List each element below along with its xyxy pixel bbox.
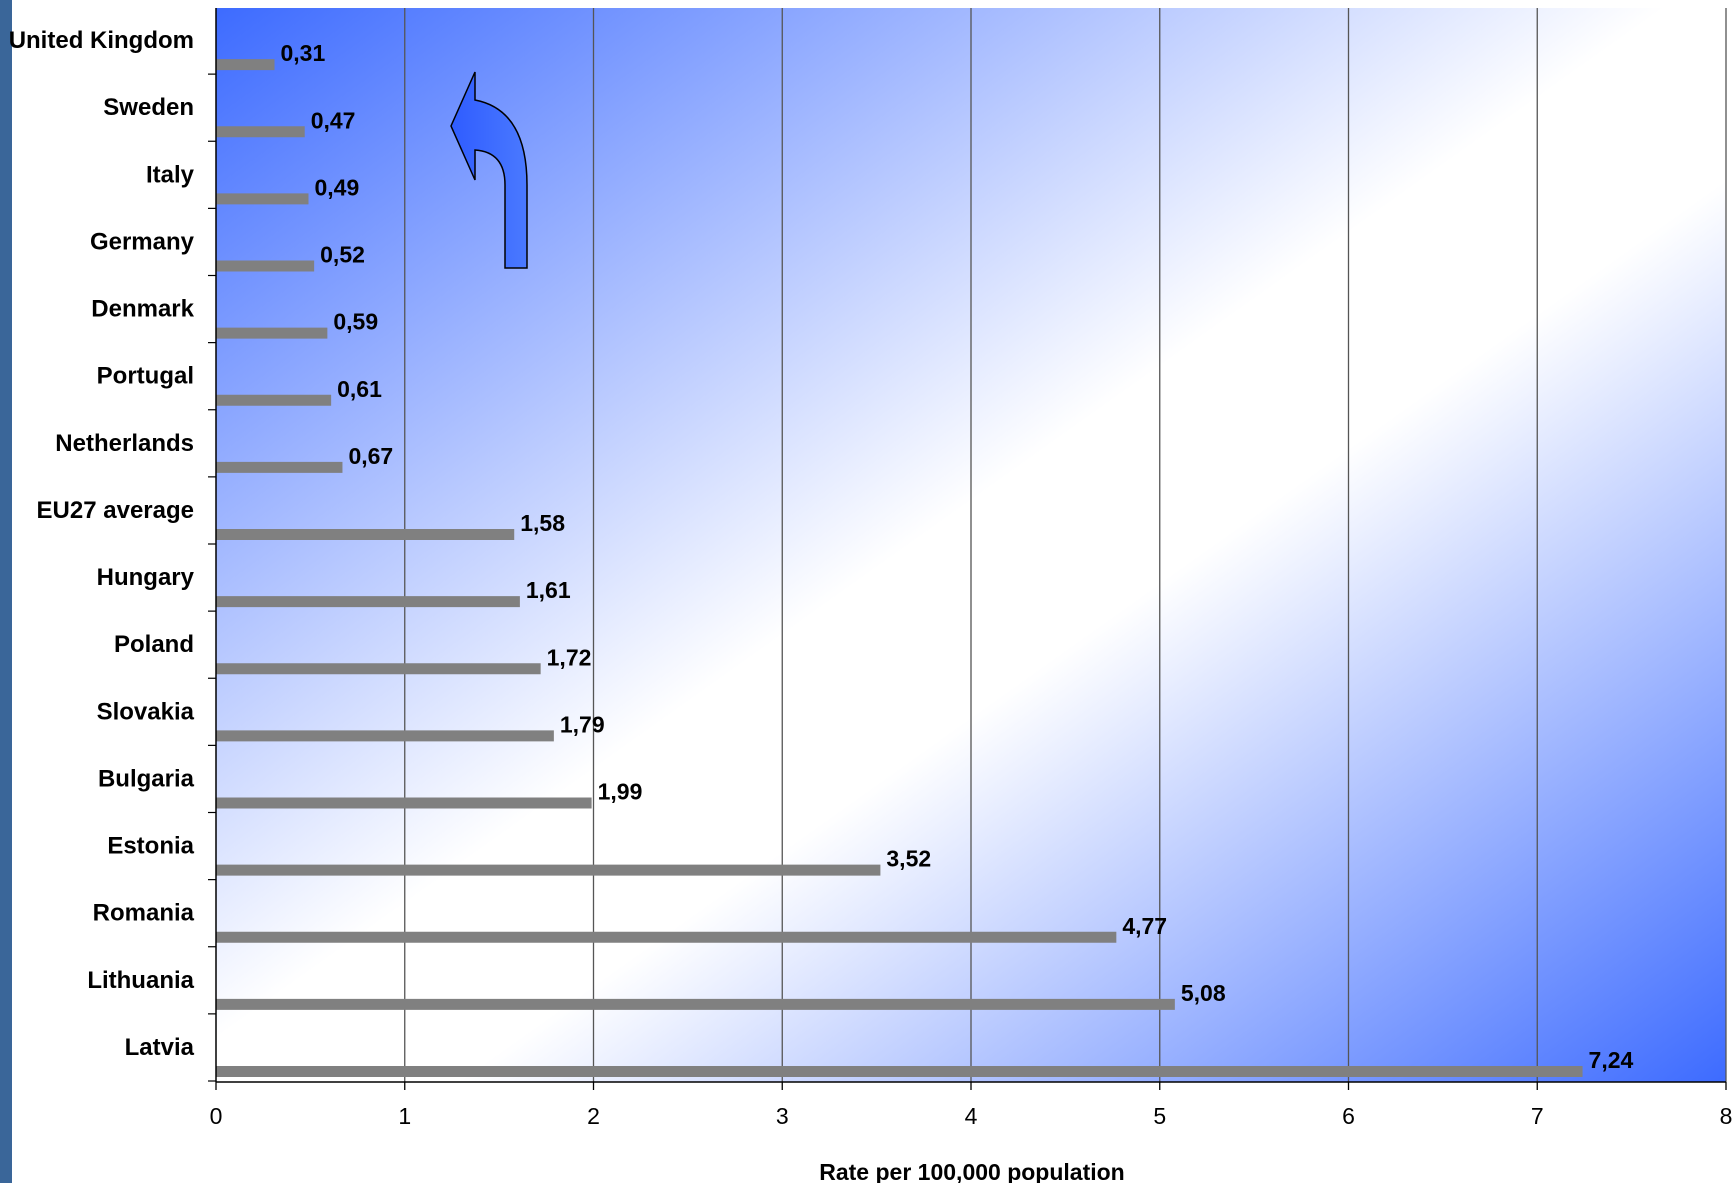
x-tick-label: 1 (398, 1103, 411, 1129)
category-label: Poland (114, 631, 194, 658)
bar (216, 931, 1117, 943)
x-tick-label: 8 (1720, 1103, 1733, 1129)
value-label: 0,61 (337, 376, 382, 402)
value-label: 1,61 (526, 577, 571, 603)
curved-arrow-up-left-icon (450, 71, 528, 269)
category-label: Lithuania (87, 967, 194, 994)
axes (208, 8, 1727, 1090)
value-label: 3,52 (886, 846, 931, 872)
value-label: 7,24 (1589, 1047, 1634, 1073)
value-label: 1,72 (547, 644, 592, 670)
category-label: Germany (90, 228, 195, 255)
x-tick-label: 3 (776, 1103, 789, 1129)
value-label: 0,67 (348, 443, 393, 469)
x-axis-title: Rate per 100,000 population (819, 1159, 1124, 1183)
value-label: 1,79 (560, 711, 605, 737)
bar (216, 327, 328, 339)
bar (216, 461, 343, 473)
x-tick-label: 6 (1342, 1103, 1355, 1129)
bar (216, 394, 332, 406)
bar (216, 797, 592, 809)
value-label: 0,31 (281, 40, 326, 66)
x-tick-label: 7 (1531, 1103, 1544, 1129)
category-label: Denmark (91, 296, 194, 323)
x-tick-label: 4 (965, 1103, 978, 1129)
bar (216, 596, 520, 608)
bar (216, 59, 275, 71)
value-label: 0,52 (320, 242, 365, 268)
bar (216, 1066, 1583, 1077)
category-label: Slovakia (97, 698, 195, 725)
x-tick-label: 2 (587, 1103, 600, 1129)
value-label: 0,49 (314, 174, 359, 200)
value-label: 0,47 (311, 107, 356, 133)
value-label: 0,59 (333, 309, 378, 335)
x-tick-label: 5 (1153, 1103, 1166, 1129)
category-label: Sweden (103, 94, 194, 121)
value-label: 1,58 (520, 510, 565, 536)
bar (216, 998, 1175, 1010)
category-label: Bulgaria (98, 765, 195, 792)
bar (216, 730, 554, 742)
category-label: Hungary (97, 564, 195, 591)
category-label: Estonia (107, 833, 194, 860)
bar (216, 260, 315, 272)
category-label: Romania (93, 900, 195, 927)
category-label: United Kingdom (9, 27, 194, 54)
bar (216, 864, 881, 876)
bar (216, 663, 541, 675)
category-label: Latvia (125, 1034, 195, 1061)
category-label: EU27 average (37, 497, 194, 524)
value-label: 5,08 (1181, 980, 1226, 1006)
category-label: Portugal (97, 363, 194, 390)
bar (216, 529, 515, 540)
left-accent-strip (0, 0, 12, 1183)
value-label: 1,99 (598, 779, 643, 805)
bar (216, 193, 309, 205)
bars (216, 59, 1583, 1077)
bar (216, 126, 305, 138)
category-label: Netherlands (55, 430, 194, 457)
x-tick-label: 0 (210, 1103, 223, 1129)
category-label: Italy (146, 161, 195, 188)
value-label: 4,77 (1122, 913, 1167, 939)
gridlines (404, 8, 1727, 1082)
